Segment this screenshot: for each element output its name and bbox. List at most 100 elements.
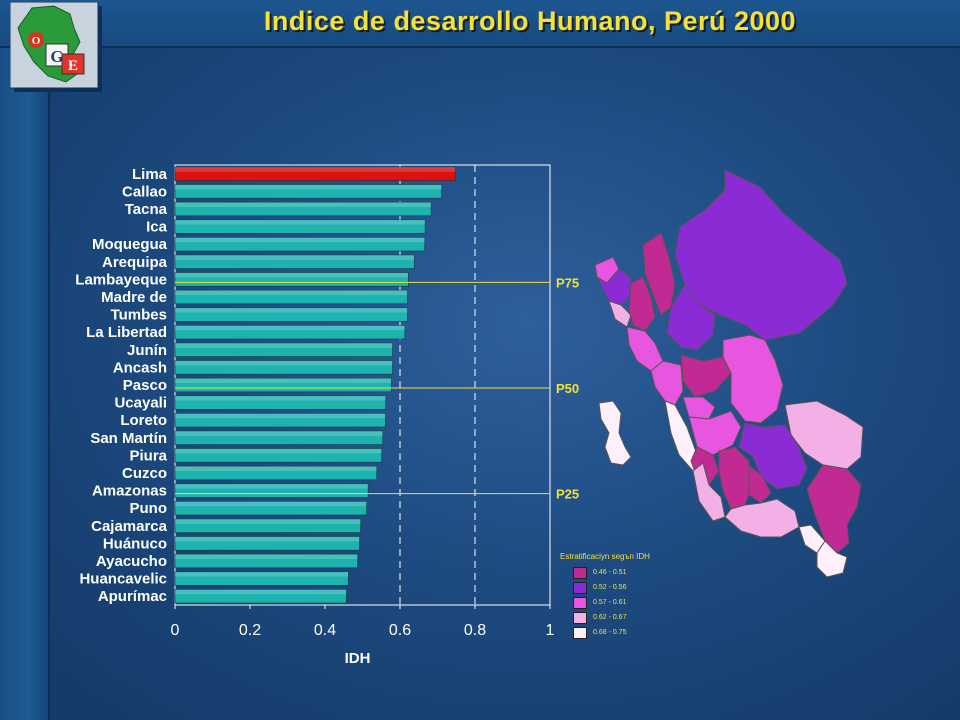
legend-swatch xyxy=(573,581,587,594)
category-label: Cuzco xyxy=(122,465,167,482)
x-tick-label: 0 xyxy=(171,622,180,639)
legend-item: 0.52 - 0.56 xyxy=(560,580,650,595)
bar xyxy=(174,465,378,481)
category-label: Callao xyxy=(122,183,167,200)
title-band xyxy=(0,0,960,48)
category-label: Piura xyxy=(129,447,167,464)
bar-highlight xyxy=(175,307,408,313)
map-region-puno xyxy=(806,464,862,554)
x-tick-label: 0.2 xyxy=(239,622,261,639)
bar-highlight xyxy=(175,589,347,595)
logo-letter-g: G xyxy=(50,47,63,66)
category-label: Cajamarca xyxy=(91,518,168,535)
bar xyxy=(174,553,358,569)
category-label: Tacna xyxy=(125,201,168,218)
category-label: Ayacucho xyxy=(96,553,167,570)
map-region-madre-de-dios xyxy=(784,400,864,470)
percentile-label: P25 xyxy=(556,487,579,502)
legend-swatch xyxy=(573,596,587,609)
bar-highlight xyxy=(175,360,393,366)
bar xyxy=(174,360,393,375)
bar xyxy=(174,430,384,445)
category-label: La Libertad xyxy=(86,324,167,341)
bar-highlight xyxy=(175,431,383,436)
legend-item: 0.57 - 0.61 xyxy=(560,595,650,610)
bar xyxy=(174,413,386,428)
category-label: Loreto xyxy=(120,412,167,429)
bar-highlight xyxy=(175,325,405,331)
oge-logo: O G E xyxy=(10,2,102,92)
bar-highlight xyxy=(175,184,442,190)
page-title: Indice de desarrollo Humano, Perú 2000 xyxy=(263,6,797,36)
category-label: Junín xyxy=(127,342,167,359)
bar xyxy=(174,571,349,586)
bar-highlight xyxy=(175,343,393,348)
bar xyxy=(174,536,360,551)
bar-highlight xyxy=(175,167,456,172)
percentile-label: P75 xyxy=(556,275,579,290)
peru-idh-map xyxy=(594,169,864,578)
legend-label: 0.46 - 0.51 xyxy=(593,569,627,576)
bar-highlight xyxy=(175,290,408,295)
bar-highlight xyxy=(175,519,361,524)
legend-title: Estratificaciуn segъn IDH xyxy=(560,552,650,561)
legend-item: 0.62 - 0.67 xyxy=(560,610,650,625)
map-region-lambayeque xyxy=(608,300,632,328)
map-region-cuzco xyxy=(738,422,808,490)
map-region-ucayali xyxy=(722,334,784,424)
category-label: San Martín xyxy=(90,430,167,447)
map-region-huanuco xyxy=(680,354,732,398)
category-label: Puno xyxy=(130,500,168,517)
bar xyxy=(174,589,347,604)
category-label: Huancavelic xyxy=(79,571,167,588)
category-label: Ancash xyxy=(113,359,167,376)
bar-highlight xyxy=(175,448,382,454)
idh-bar-chart: LimaCallaoTacnaIcaMoqueguaArequipaLambay… xyxy=(75,164,579,667)
bar-highlight xyxy=(175,395,386,401)
bar xyxy=(174,448,382,463)
map-legend: Estratificaciуn segъn IDH 0.46 - 0.51 0.5… xyxy=(560,552,650,640)
map-region-ayacucho xyxy=(718,446,754,510)
map-region-pasco xyxy=(682,396,716,420)
map-region-tacna xyxy=(816,540,848,578)
bar-highlight xyxy=(175,237,425,243)
bar xyxy=(174,184,442,199)
bar xyxy=(174,289,408,305)
legend-label: 0.68 - 0.75 xyxy=(593,629,627,636)
bar-highlight xyxy=(175,272,409,278)
legend-label: 0.62 - 0.67 xyxy=(593,614,627,621)
bar xyxy=(174,395,387,410)
x-tick-label: 0.4 xyxy=(314,622,336,639)
category-label: Pasco xyxy=(123,377,167,394)
bar xyxy=(174,254,415,269)
category-label: Apurímac xyxy=(98,588,167,605)
bar-highlight xyxy=(175,571,349,577)
legend-swatch xyxy=(573,566,587,579)
bar-highlight xyxy=(175,378,392,383)
map-region-ancash xyxy=(650,360,684,406)
category-label: Ica xyxy=(146,219,168,236)
legend-swatch xyxy=(573,626,587,639)
bar xyxy=(174,501,367,516)
legend-item: 0.46 - 0.51 xyxy=(560,565,650,580)
logo-letter-o: O xyxy=(32,35,41,47)
map-region-cajamarca xyxy=(628,276,656,332)
category-label: Ucayali xyxy=(114,395,167,412)
x-tick-label: 1 xyxy=(546,622,555,639)
bar-highlight xyxy=(175,202,432,207)
logo-letter-e: E xyxy=(68,58,78,74)
bar xyxy=(174,518,361,533)
bar xyxy=(174,325,406,340)
left-band xyxy=(0,0,50,720)
bar xyxy=(174,307,408,322)
bar-highlight xyxy=(175,501,367,507)
category-label: Moquegua xyxy=(92,236,168,253)
bar-highlight xyxy=(175,255,415,260)
bar-highlight xyxy=(175,413,386,419)
bar xyxy=(174,166,456,181)
map-region-arequipa xyxy=(724,498,800,538)
bar-highlight xyxy=(175,536,360,542)
category-label: Lima xyxy=(132,166,168,183)
map-region-apurimac xyxy=(748,463,772,504)
percentile-label: P50 xyxy=(556,381,579,396)
